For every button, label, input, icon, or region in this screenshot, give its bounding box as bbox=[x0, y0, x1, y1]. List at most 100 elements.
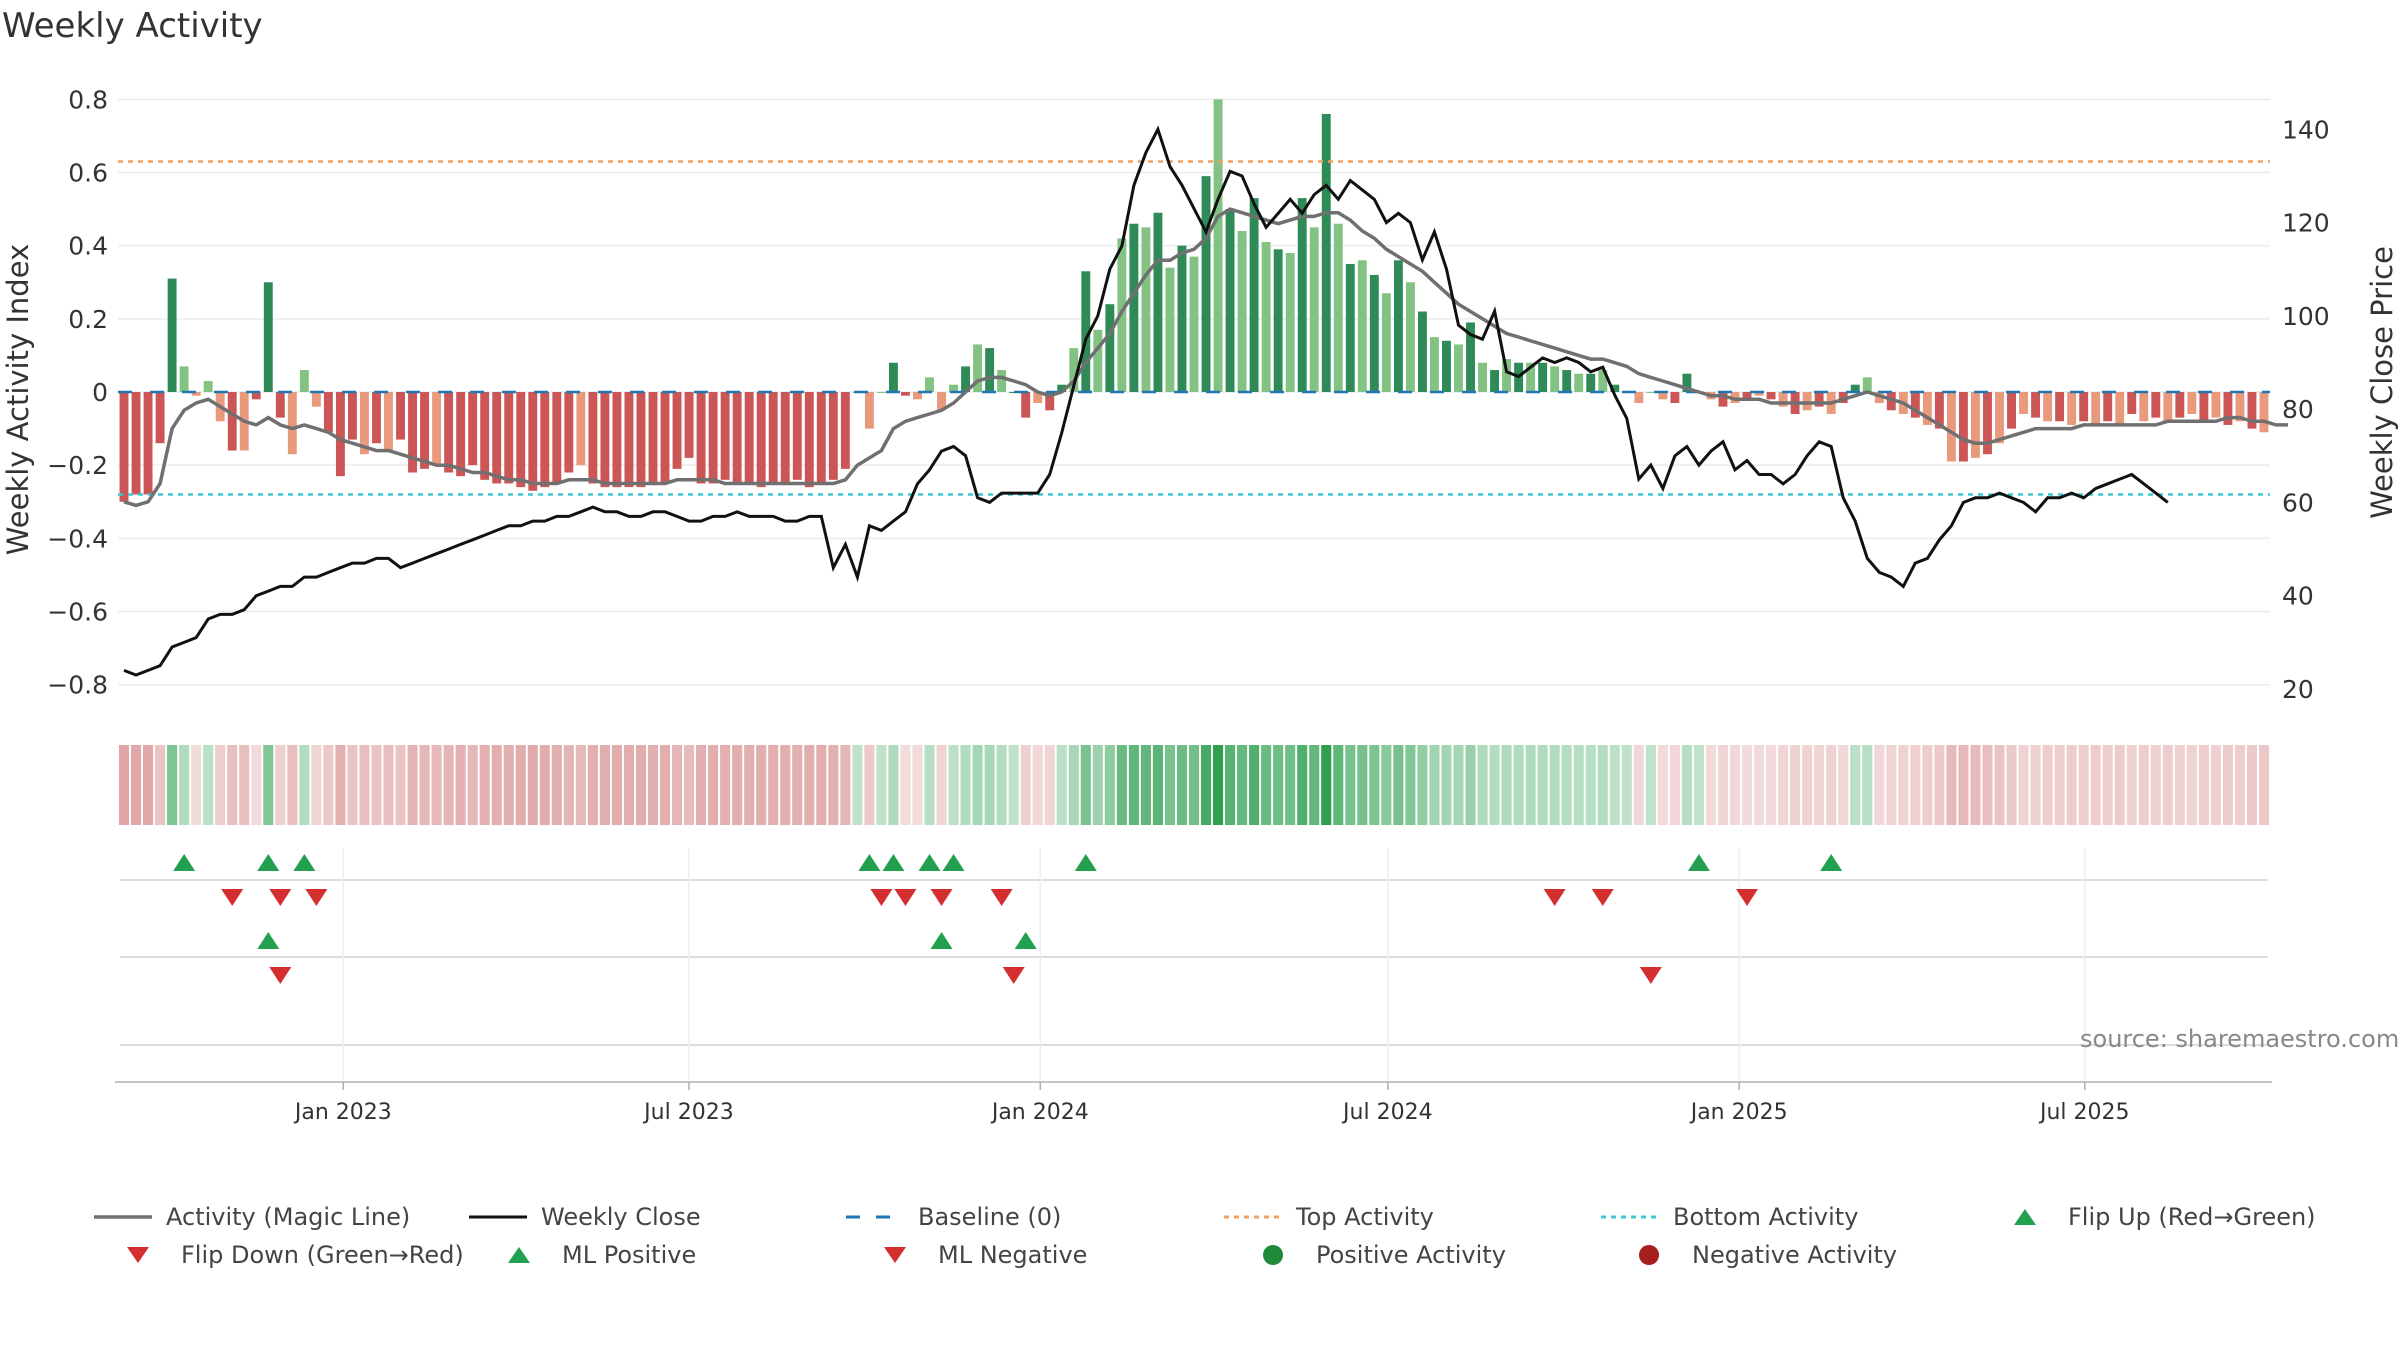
flip-down-marker bbox=[870, 889, 893, 906]
activity-bar bbox=[708, 392, 718, 484]
activity-bar bbox=[528, 392, 538, 491]
activity-bar bbox=[1189, 256, 1199, 393]
strip-cell bbox=[936, 745, 947, 825]
strip-cell bbox=[443, 745, 454, 825]
activity-bar bbox=[937, 392, 946, 411]
activity-bar bbox=[1682, 373, 1692, 393]
strip-cell bbox=[1790, 745, 1801, 825]
strip-cell bbox=[1020, 745, 1031, 825]
activity-bar bbox=[1237, 231, 1247, 393]
activity-bar bbox=[167, 278, 177, 393]
activity-bar bbox=[1261, 242, 1271, 393]
activity-bar bbox=[1045, 392, 1055, 411]
activity-bar bbox=[768, 392, 778, 484]
flip-up-marker bbox=[858, 854, 881, 871]
activity-bar bbox=[456, 392, 466, 477]
activity-bar bbox=[1550, 366, 1560, 393]
activity-bar bbox=[1417, 311, 1427, 393]
activity-bar bbox=[1105, 304, 1115, 393]
strip-cell bbox=[1573, 745, 1584, 825]
strip-cell bbox=[1477, 745, 1488, 825]
activity-bar bbox=[1670, 392, 1680, 403]
legend-item-ml-neg: ML Negative bbox=[864, 1238, 1087, 1272]
strip-cell bbox=[419, 745, 430, 825]
strip-cell bbox=[1249, 745, 1260, 825]
activity-bar bbox=[203, 381, 213, 393]
strip-cell bbox=[371, 745, 382, 825]
activity-bar bbox=[372, 392, 381, 444]
chart-title: Weekly Activity bbox=[2, 6, 263, 46]
strip-cell bbox=[828, 745, 839, 825]
activity-bar bbox=[744, 392, 754, 484]
legend-item-magic: Activity (Magic Line) bbox=[92, 1200, 410, 1234]
activity-bar bbox=[1021, 392, 1031, 418]
strip-cell bbox=[1489, 745, 1500, 825]
strip-cell bbox=[130, 745, 142, 825]
activity-bar bbox=[1429, 337, 1439, 393]
strip-cell bbox=[816, 745, 827, 825]
strip-cell bbox=[720, 745, 731, 825]
strip-cell bbox=[143, 745, 154, 825]
weekly-activity-chart: 0.8 0.6 0.4 0.2 0 −0.2 −0.4 −0.6 −0.8 140 120 100 80… bbox=[1, 85, 2399, 1125]
activity-bar bbox=[191, 392, 201, 396]
magic-legend-swatch bbox=[94, 1215, 152, 1219]
strip-cell bbox=[1188, 745, 1200, 825]
strip-cell bbox=[2186, 745, 2197, 825]
activity-bar bbox=[901, 392, 910, 396]
activity-bar bbox=[1754, 392, 1764, 396]
x-axis: Jan 2023 Jul 2023 Jan 2024 Jul 2024 Jan 2025… bbox=[115, 1081, 2272, 1125]
flip-up-marker bbox=[1820, 854, 1843, 871]
activity-bar bbox=[1081, 271, 1091, 393]
strip-cell bbox=[1225, 745, 1236, 825]
activity-bar bbox=[335, 392, 345, 477]
activity-bar bbox=[1225, 209, 1235, 393]
activity-bar bbox=[864, 392, 874, 429]
strip-cell bbox=[671, 745, 683, 825]
strip-cell bbox=[491, 745, 502, 825]
strip-cell bbox=[455, 745, 466, 825]
activity-bar bbox=[1574, 373, 1584, 393]
ml_pos-legend-swatch bbox=[508, 1247, 530, 1263]
legend-label: ML Positive bbox=[562, 1241, 697, 1269]
legend-item-flip-up: Flip Up (Red→Green) bbox=[1994, 1200, 2316, 1234]
activity-bar bbox=[384, 392, 393, 451]
strip-cell bbox=[1453, 745, 1464, 825]
activity-bar bbox=[600, 392, 610, 488]
legend-item-neg-act: Negative Activity bbox=[1618, 1238, 1897, 1272]
strip-cell bbox=[1008, 745, 1019, 825]
strip-cell bbox=[2114, 745, 2125, 825]
activity-bar bbox=[925, 377, 934, 393]
strip-cell bbox=[912, 745, 923, 825]
strip-cell bbox=[1826, 745, 1837, 825]
strip-cell bbox=[611, 745, 622, 825]
strip-cell bbox=[1417, 745, 1428, 825]
flip-down-marker bbox=[930, 889, 953, 906]
strip-cell bbox=[1068, 745, 1079, 825]
y-tick-label: −0.2 bbox=[47, 451, 108, 480]
strip-cell bbox=[515, 745, 526, 825]
activity-bar bbox=[540, 392, 550, 488]
activity-bar bbox=[1538, 362, 1548, 393]
axes: 0.8 0.6 0.4 0.2 0 −0.2 −0.4 −0.6 −0.8 140 120 100 80… bbox=[1, 85, 2399, 704]
strip-cell bbox=[792, 745, 803, 825]
strip-cell bbox=[2042, 745, 2053, 825]
strip-cell bbox=[1922, 745, 1933, 825]
flip-up-marker bbox=[293, 854, 316, 871]
strip-cell bbox=[407, 745, 418, 825]
activity-bar bbox=[1934, 392, 1944, 429]
legend-item-top: Top Activity bbox=[1222, 1200, 1434, 1234]
activity-bar bbox=[179, 366, 189, 393]
strip-cell bbox=[1729, 745, 1741, 825]
legend-label: Top Activity bbox=[1296, 1203, 1434, 1231]
activity-bar bbox=[1369, 274, 1379, 393]
activity-bar bbox=[997, 370, 1007, 393]
strip-cell bbox=[1537, 745, 1548, 825]
legend-label: Flip Up (Red→Green) bbox=[2068, 1203, 2316, 1231]
strip-cell bbox=[2126, 745, 2137, 825]
strip-cell bbox=[2210, 745, 2221, 825]
legend-label: Activity (Magic Line) bbox=[166, 1203, 411, 1231]
activity-bar bbox=[263, 282, 273, 393]
strip-cell bbox=[118, 745, 130, 825]
strip-cell bbox=[900, 745, 911, 825]
strip-cell bbox=[1946, 745, 1957, 825]
